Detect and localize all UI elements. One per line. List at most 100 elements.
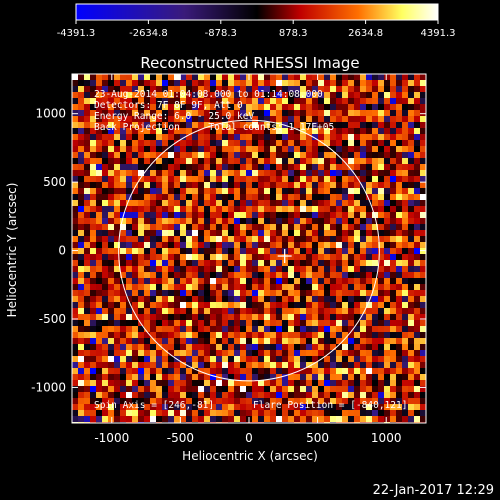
heatmap-cell <box>174 212 181 219</box>
heatmap-cell <box>90 212 97 219</box>
heatmap-cell <box>126 410 133 417</box>
x-tick-label: 0 <box>245 431 253 445</box>
heatmap-cell <box>258 368 265 375</box>
heatmap-cell <box>234 170 241 177</box>
heatmap-cell <box>402 260 409 267</box>
heatmap-cell <box>78 92 85 99</box>
heatmap-cell <box>252 218 259 225</box>
heatmap-cell <box>156 164 163 171</box>
heatmap-cell <box>192 362 199 369</box>
heatmap-cell <box>72 218 79 225</box>
heatmap-cell <box>318 122 325 129</box>
heatmap-cell <box>240 74 247 81</box>
heatmap-cell <box>138 332 145 339</box>
heatmap-cell <box>288 362 295 369</box>
heatmap-cell <box>390 140 397 147</box>
heatmap-cell <box>114 194 121 201</box>
heatmap-cell <box>282 158 289 165</box>
heatmap-cell <box>300 284 307 291</box>
heatmap-cell <box>216 212 223 219</box>
heatmap-cell <box>246 374 253 381</box>
heatmap-cell <box>366 386 373 393</box>
heatmap-cell <box>306 284 313 291</box>
heatmap-cell <box>378 392 385 399</box>
heatmap-cell <box>264 212 271 219</box>
heatmap-cell <box>396 230 403 237</box>
heatmap-cell <box>78 242 85 249</box>
heatmap-cell <box>408 254 415 261</box>
heatmap-cell <box>96 266 103 273</box>
heatmap-cell <box>192 74 199 81</box>
heatmap-cell <box>72 152 79 159</box>
heatmap-cell <box>84 80 91 87</box>
heatmap-cell <box>420 344 426 351</box>
heatmap-cell <box>174 350 181 357</box>
heatmap-cell <box>348 296 355 303</box>
heatmap-cell <box>252 374 259 381</box>
heatmap-cell <box>108 146 115 153</box>
heatmap-cell <box>138 236 145 243</box>
heatmap-cell <box>204 164 211 171</box>
heatmap-cell <box>108 200 115 207</box>
heatmap-cell <box>270 212 277 219</box>
heatmap-cell <box>402 290 409 297</box>
heatmap-cell <box>90 236 97 243</box>
heatmap-cell <box>318 182 325 189</box>
heatmap-cell <box>234 272 241 279</box>
heatmap-cell <box>282 356 289 363</box>
heatmap-cell <box>138 368 145 375</box>
heatmap-cell <box>240 392 247 399</box>
heatmap-cell <box>138 302 145 309</box>
heatmap-cell <box>348 140 355 147</box>
heatmap-cell <box>198 308 205 315</box>
heatmap-cell <box>276 368 283 375</box>
heatmap-cell <box>216 218 223 225</box>
heatmap-cell <box>348 278 355 285</box>
heatmap-cell <box>330 164 337 171</box>
heatmap-cell <box>96 176 103 183</box>
heatmap-cell <box>186 386 193 393</box>
heatmap-cell <box>348 410 355 417</box>
heatmap-cell <box>228 164 235 171</box>
heatmap-cell <box>306 296 313 303</box>
heatmap-cell <box>318 206 325 213</box>
heatmap-cell <box>342 140 349 147</box>
heatmap-cell <box>204 236 211 243</box>
heatmap-cell <box>174 260 181 267</box>
heatmap-cell <box>270 350 277 357</box>
heatmap-cell <box>414 416 421 423</box>
heatmap-cell <box>312 170 319 177</box>
heatmap-cell <box>336 350 343 357</box>
heatmap-cell <box>414 152 421 159</box>
heatmap-cell <box>90 416 97 423</box>
heatmap-cell <box>264 182 271 189</box>
heatmap-cell <box>168 224 175 231</box>
heatmap-cell <box>360 230 367 237</box>
heatmap-cell <box>138 350 145 357</box>
heatmap-cell <box>354 152 361 159</box>
heatmap-cell <box>282 164 289 171</box>
heatmap-cell <box>366 98 373 105</box>
heatmap-cell <box>330 284 337 291</box>
heatmap-cell <box>258 260 265 267</box>
heatmap-cell <box>96 380 103 387</box>
heatmap-cell <box>174 110 181 117</box>
heatmap-cell <box>366 224 373 231</box>
heatmap-cell <box>282 272 289 279</box>
heatmap-cell <box>288 416 295 423</box>
heatmap-cell <box>384 74 391 81</box>
heatmap-cell <box>192 290 199 297</box>
heatmap-cell <box>288 404 295 411</box>
heatmap-cell <box>84 248 91 255</box>
heatmap-cell <box>384 152 391 159</box>
heatmap-cell <box>72 80 79 87</box>
heatmap-cell <box>78 176 85 183</box>
heatmap-cell <box>144 410 151 417</box>
heatmap-cell <box>138 284 145 291</box>
heatmap-cell <box>186 146 193 153</box>
heatmap-cell <box>408 416 415 423</box>
heatmap-cell <box>198 284 205 291</box>
heatmap-cell <box>156 122 163 129</box>
heatmap-cell <box>396 212 403 219</box>
heatmap-cell <box>216 266 223 273</box>
